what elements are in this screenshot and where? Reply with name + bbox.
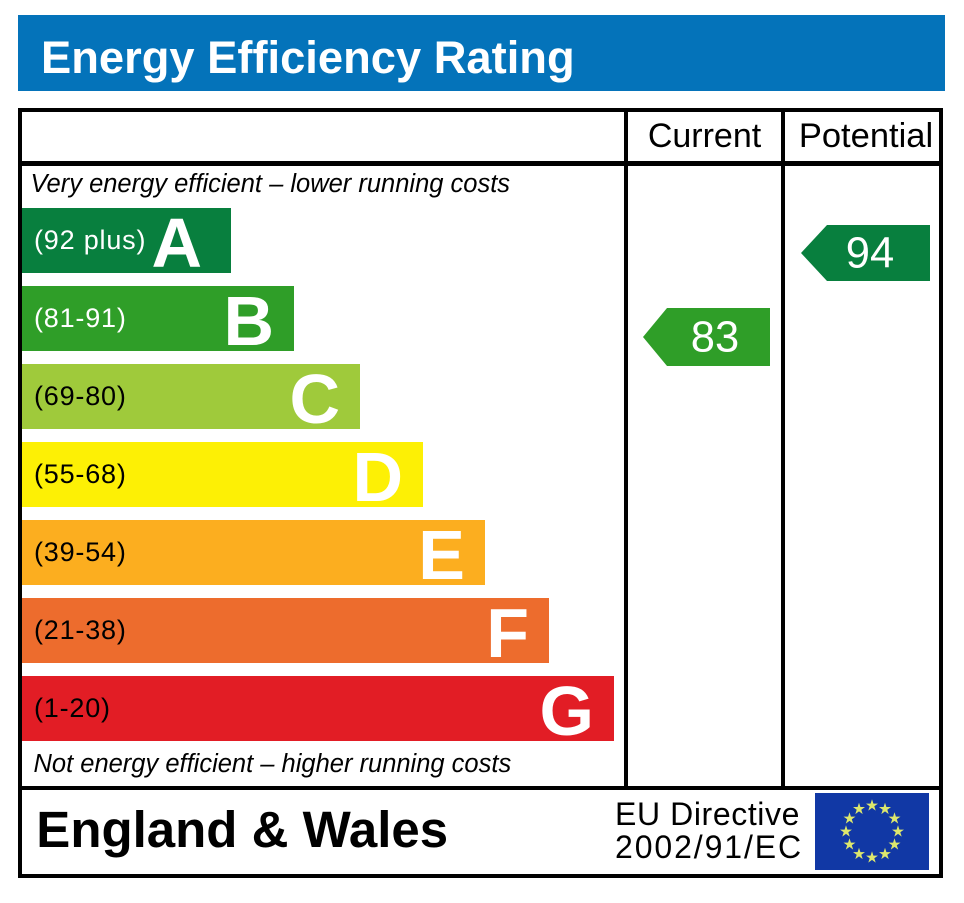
- svg-text:83: 83: [691, 314, 739, 362]
- svg-text:94: 94: [846, 230, 894, 278]
